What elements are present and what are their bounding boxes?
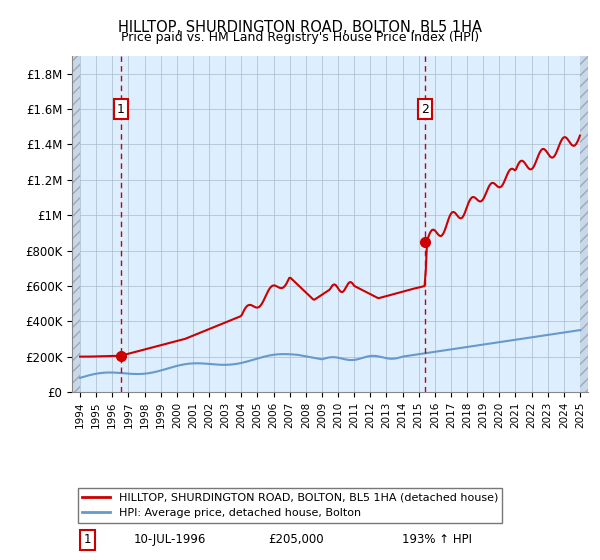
- Bar: [580, 56, 588, 392]
- Text: 1: 1: [117, 102, 125, 115]
- Text: Price paid vs. HM Land Registry's House Price Index (HPI): Price paid vs. HM Land Registry's House …: [121, 31, 479, 44]
- Bar: [72, 56, 80, 392]
- Text: £205,000: £205,000: [268, 533, 324, 547]
- Legend: HILLTOP, SHURDINGTON ROAD, BOLTON, BL5 1HA (detached house), HPI: Average price,: HILLTOP, SHURDINGTON ROAD, BOLTON, BL5 1…: [77, 488, 502, 522]
- Text: 1: 1: [84, 533, 91, 547]
- Text: 10-JUL-1996: 10-JUL-1996: [134, 533, 206, 547]
- Text: HILLTOP, SHURDINGTON ROAD, BOLTON, BL5 1HA: HILLTOP, SHURDINGTON ROAD, BOLTON, BL5 1…: [118, 20, 482, 35]
- Text: 2: 2: [421, 102, 429, 115]
- Text: 193% ↑ HPI: 193% ↑ HPI: [402, 533, 472, 547]
